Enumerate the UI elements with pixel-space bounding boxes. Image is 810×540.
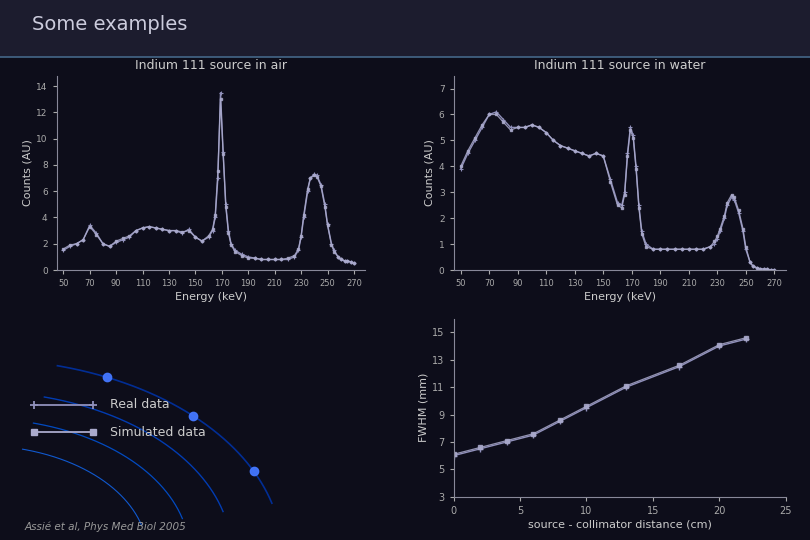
X-axis label: source - collimator distance (cm): source - collimator distance (cm): [527, 520, 712, 530]
X-axis label: Energy (keV): Energy (keV): [175, 292, 246, 302]
Text: Assié et al, Phys Med Biol 2005: Assié et al, Phys Med Biol 2005: [24, 522, 186, 532]
Text: Simulated data: Simulated data: [109, 426, 205, 438]
Title: Indium 111 source in air: Indium 111 source in air: [134, 59, 287, 72]
Text: Some examples: Some examples: [32, 15, 188, 34]
Text: Real data: Real data: [109, 399, 169, 411]
X-axis label: Energy (keV): Energy (keV): [584, 292, 655, 302]
Y-axis label: FWHM (mm): FWHM (mm): [418, 373, 428, 442]
Y-axis label: Counts (AU): Counts (AU): [424, 139, 435, 206]
Y-axis label: Counts (AU): Counts (AU): [22, 139, 32, 206]
Title: Indium 111 source in water: Indium 111 source in water: [534, 59, 706, 72]
